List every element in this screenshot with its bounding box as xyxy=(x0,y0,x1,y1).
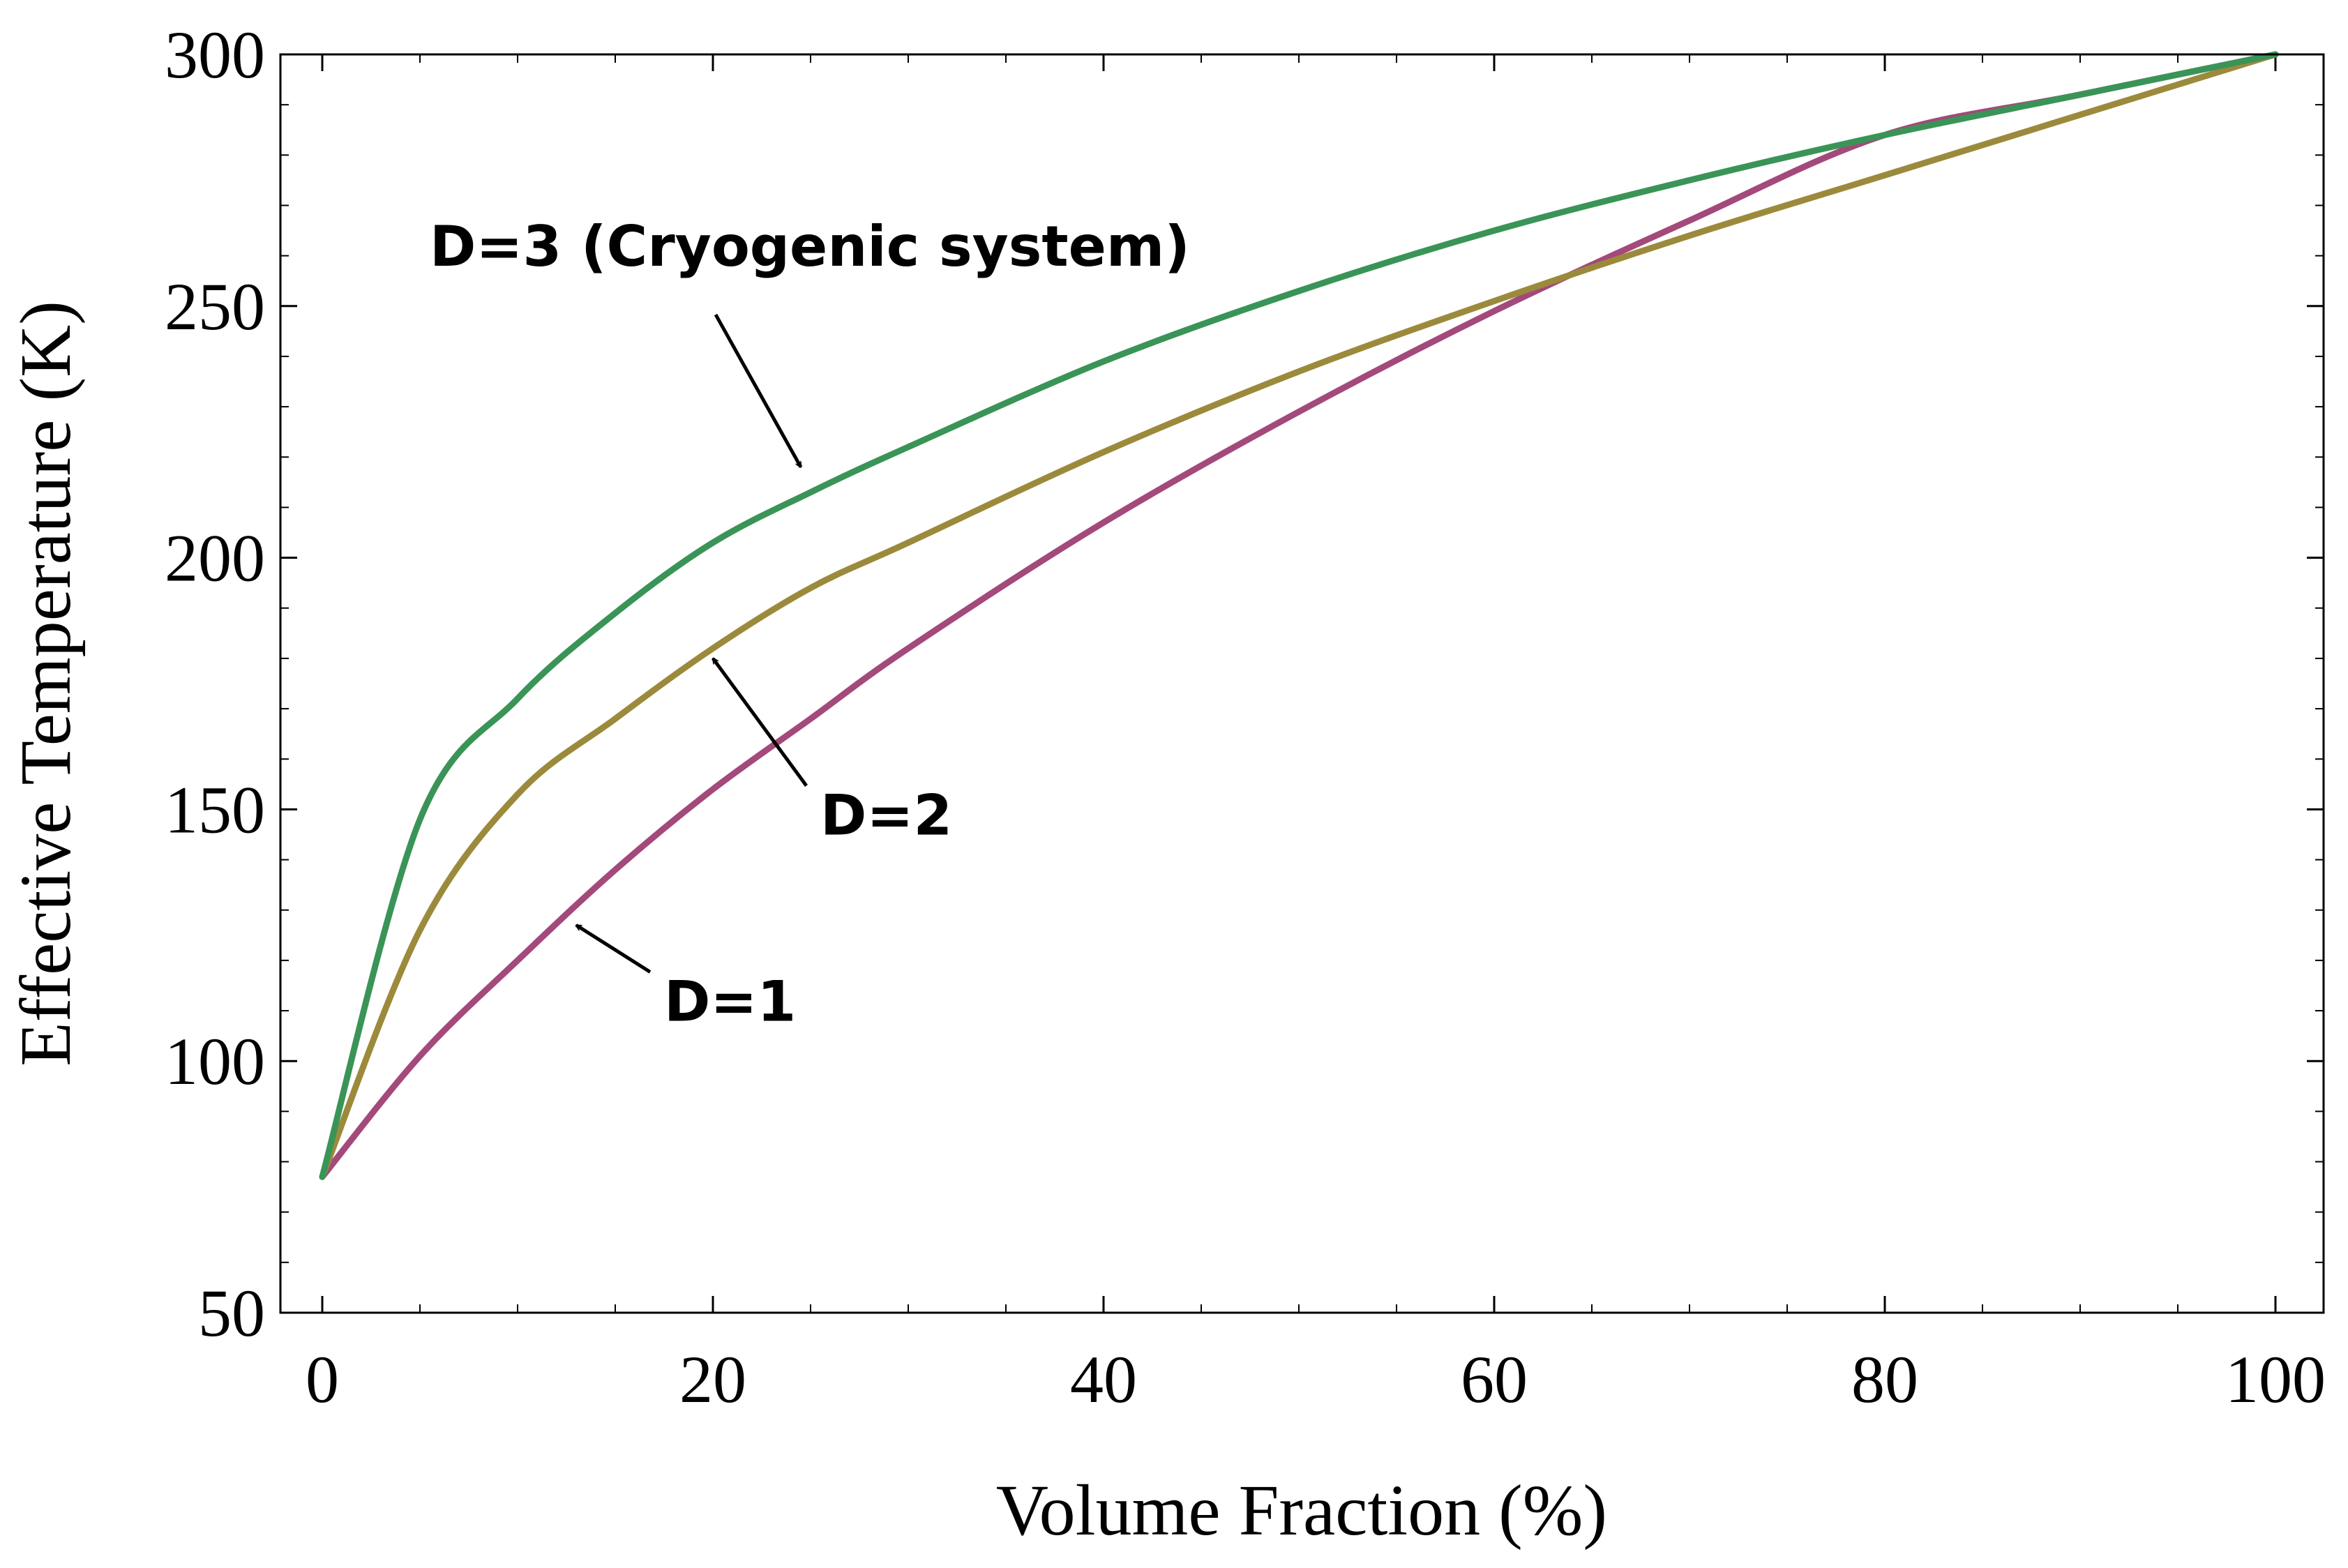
y-tick-label: 100 xyxy=(165,1024,265,1099)
x-tick-label: 40 xyxy=(1070,1342,1137,1417)
x-tick-label: 100 xyxy=(2225,1342,2326,1417)
x-tick-labels: 0 20 40 60 80 100 xyxy=(306,1342,2326,1417)
y-axis-title: Effective Temperature (K) xyxy=(6,301,86,1066)
x-tick-label: 0 xyxy=(306,1342,339,1417)
x-tick-label: 80 xyxy=(1851,1342,1918,1417)
y-tick-label: 300 xyxy=(165,17,265,92)
x-tick-label: 20 xyxy=(679,1342,746,1417)
y-tick-label: 250 xyxy=(165,269,265,344)
annotation-label-d2: D=2 xyxy=(820,783,952,847)
x-tick-label: 60 xyxy=(1461,1342,1528,1417)
plot-frame xyxy=(279,53,2325,1314)
annotations: D=3 (Cryogenic system) D=2 D=1 xyxy=(430,214,1190,1034)
y-tick-labels: 50 100 150 200 250 300 xyxy=(165,17,265,1350)
series-line-d2 xyxy=(319,51,2279,1180)
series-line-d3 xyxy=(319,51,2279,1180)
y-tick-label: 150 xyxy=(165,772,265,847)
annotation-label-d1: D=1 xyxy=(664,969,796,1034)
annotation-arrow-d3 xyxy=(714,313,803,467)
annotation-arrow-d2 xyxy=(711,658,808,787)
annotation-arrow-d1 xyxy=(576,924,652,974)
minor-ticks xyxy=(280,54,2324,1313)
series-layer xyxy=(319,51,2279,1180)
y-tick-label: 50 xyxy=(198,1276,265,1350)
y-tick-label: 200 xyxy=(165,521,265,596)
x-axis-title: Volume Fraction (%) xyxy=(996,1470,1607,1551)
plot-background xyxy=(280,54,2324,1313)
annotation-label-d3: D=3 (Cryogenic system) xyxy=(430,214,1190,279)
